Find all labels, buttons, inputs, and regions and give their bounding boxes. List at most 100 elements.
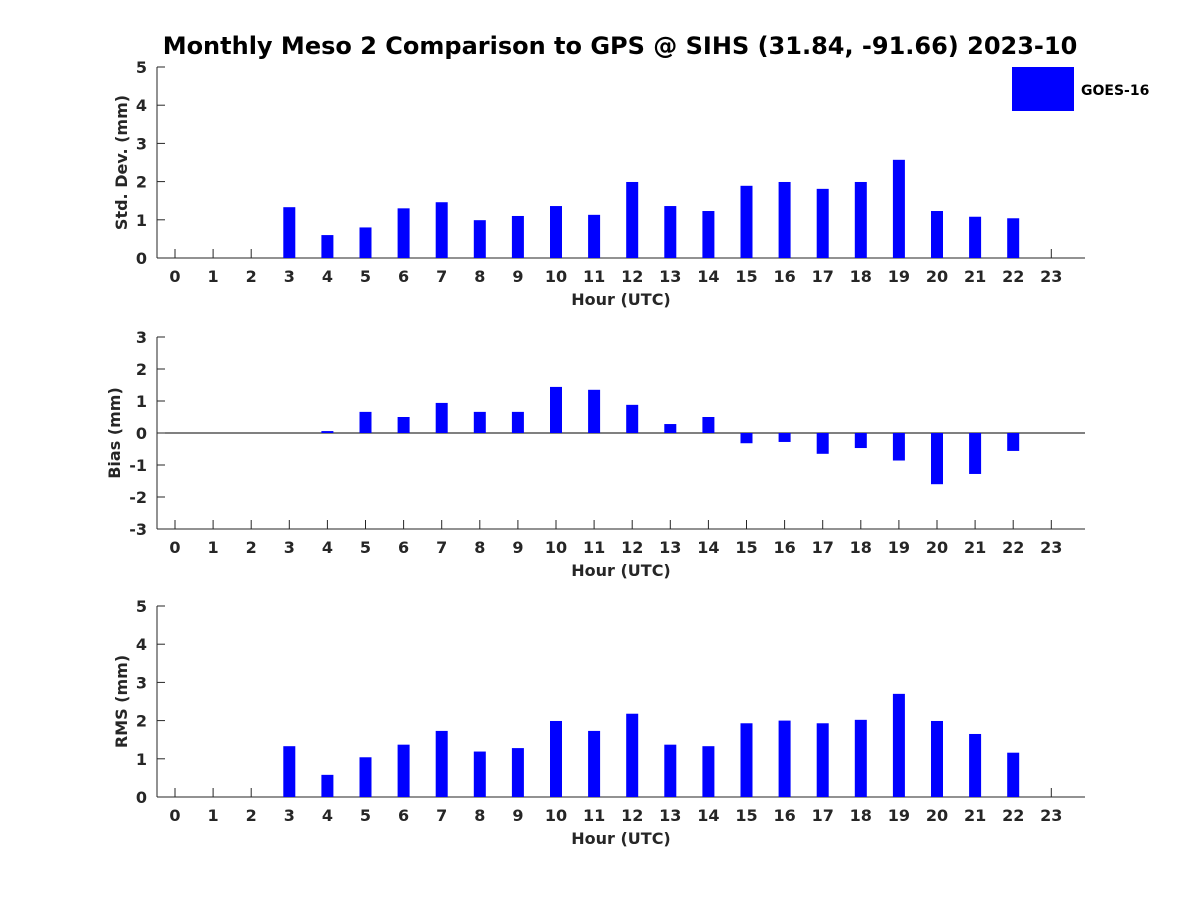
- std-dev-bar-hour-21: [969, 216, 982, 258]
- bias-x-tick-label: 2: [246, 538, 257, 557]
- legend-swatch: [1012, 67, 1074, 111]
- bias-bar-hour-22: [1007, 433, 1020, 451]
- bias-bar-hour-11: [588, 389, 601, 433]
- bias-y-tick-label: -1: [129, 456, 147, 475]
- std-dev-bar-hour-4: [321, 235, 334, 258]
- bias-y-tick-label: 3: [136, 328, 147, 347]
- rms-bar-hour-19: [892, 693, 905, 797]
- rms-bar-hour-20: [931, 720, 943, 797]
- bias-x-tick-label: 1: [208, 538, 219, 557]
- bias-x-tick-label: 5: [360, 538, 371, 557]
- bias-x-tick-label: 18: [850, 538, 872, 557]
- std-dev-y-tick-label: 2: [136, 173, 147, 192]
- std-dev-bar-hour-5: [359, 227, 372, 258]
- rms-bar-hour-21: [969, 733, 982, 797]
- std-dev-x-tick-label: 11: [583, 267, 605, 286]
- rms-x-tick-label: 23: [1040, 806, 1062, 825]
- bias-y-tick-label: 2: [136, 360, 147, 379]
- std-dev-x-tick-label: 13: [659, 267, 681, 286]
- bias-x-tick-label: 17: [812, 538, 834, 557]
- std-dev-y-tick-label: 4: [136, 96, 147, 115]
- std-dev-x-tick-label: 9: [512, 267, 523, 286]
- rms-y-label: RMS (mm): [112, 655, 131, 748]
- rms-x-tick-label: 19: [888, 806, 910, 825]
- rms-bar-hour-15: [740, 723, 753, 797]
- rms-x-tick-label: 13: [659, 806, 681, 825]
- bias-bar-hour-6: [397, 417, 410, 433]
- rms-x-tick-label: 1: [208, 806, 219, 825]
- rms-x-tick-label: 5: [360, 806, 371, 825]
- bias-x-tick-label: 7: [436, 538, 447, 557]
- bias-bar-hour-4: [321, 431, 334, 433]
- bias-bar-hour-12: [626, 404, 639, 433]
- bias-x-tick-label: 14: [697, 538, 719, 557]
- std-dev-x-tick-label: 22: [1002, 267, 1024, 286]
- std-dev-bar-hour-11: [588, 214, 601, 258]
- bias-bar-hour-20: [931, 433, 943, 485]
- bias-x-tick-label: 20: [926, 538, 948, 557]
- rms-bar-hour-18: [854, 719, 867, 797]
- rms-bar-hour-7: [435, 730, 448, 797]
- rms-bar-hour-5: [359, 757, 372, 797]
- std-dev-y-tick-label: 3: [136, 134, 147, 153]
- rms-x-tick-label: 10: [545, 806, 567, 825]
- std-dev-bar-hour-15: [740, 185, 753, 258]
- rms-bar-hour-16: [778, 720, 791, 797]
- rms-x-tick-label: 16: [773, 806, 795, 825]
- std-dev-bar-hour-7: [435, 202, 448, 258]
- std-dev-bar-hour-17: [816, 188, 829, 258]
- bias-x-tick-label: 23: [1040, 538, 1062, 557]
- rms-bar-hour-3: [283, 746, 296, 797]
- rms-bar-hour-12: [626, 713, 639, 797]
- bias-bar-hour-13: [664, 424, 677, 433]
- rms-x-tick-label: 3: [284, 806, 295, 825]
- bias-y-tick-label: 1: [136, 392, 147, 411]
- rms-x-tick-label: 21: [964, 806, 986, 825]
- std-dev-bar-hour-6: [397, 208, 410, 258]
- std-dev-x-tick-label: 16: [773, 267, 795, 286]
- bias-x-tick-label: 10: [545, 538, 567, 557]
- bias-x-tick-label: 22: [1002, 538, 1024, 557]
- std-dev-x-tick-label: 0: [169, 267, 180, 286]
- std-dev-x-tick-label: 8: [474, 267, 485, 286]
- bias-x-tick-label: 6: [398, 538, 409, 557]
- rms-x-tick-label: 15: [735, 806, 757, 825]
- rms-bar-hour-17: [816, 723, 829, 797]
- rms-bar-hour-13: [664, 744, 677, 797]
- bias-x-tick-label: 16: [773, 538, 795, 557]
- rms-y-tick-label: 2: [136, 712, 147, 731]
- rms-x-tick-label: 8: [474, 806, 485, 825]
- bias-x-tick-label: 21: [964, 538, 986, 557]
- rms-x-tick-label: 14: [697, 806, 719, 825]
- std-dev-bar-hour-22: [1007, 218, 1020, 258]
- std-dev-x-tick-label: 5: [360, 267, 371, 286]
- bias-y-tick-label: -3: [129, 520, 147, 539]
- bias-bar-hour-14: [702, 417, 715, 433]
- std-dev-bar-hour-14: [702, 211, 715, 258]
- rms-x-tick-label: 2: [246, 806, 257, 825]
- bias-x-tick-label: 11: [583, 538, 605, 557]
- rms-x-tick-label: 18: [850, 806, 872, 825]
- std-dev-y-tick-label: 0: [136, 249, 147, 268]
- std-dev-x-tick-label: 2: [246, 267, 257, 286]
- std-dev-bar-hour-9: [511, 215, 524, 258]
- rms-bar-hour-6: [397, 744, 410, 797]
- std-dev-x-tick-label: 1: [208, 267, 219, 286]
- bias-bar-hour-5: [359, 411, 372, 433]
- std-dev-x-tick-label: 15: [735, 267, 757, 286]
- std-dev-y-tick-label: 1: [136, 211, 147, 230]
- rms-y-tick-label: 1: [136, 750, 147, 769]
- rms-bar-hour-22: [1007, 752, 1020, 797]
- rms-y-tick-label: 3: [136, 673, 147, 692]
- rms-x-tick-label: 22: [1002, 806, 1024, 825]
- std-dev-bar-hour-12: [626, 181, 639, 258]
- std-dev-bar-hour-13: [664, 206, 677, 258]
- std-dev-x-label: Hour (UTC): [571, 290, 671, 309]
- bias-x-tick-label: 4: [322, 538, 333, 557]
- bias-y-tick-label: -2: [129, 488, 147, 507]
- std-dev-bar-hour-8: [473, 220, 486, 258]
- std-dev-x-tick-label: 23: [1040, 267, 1062, 286]
